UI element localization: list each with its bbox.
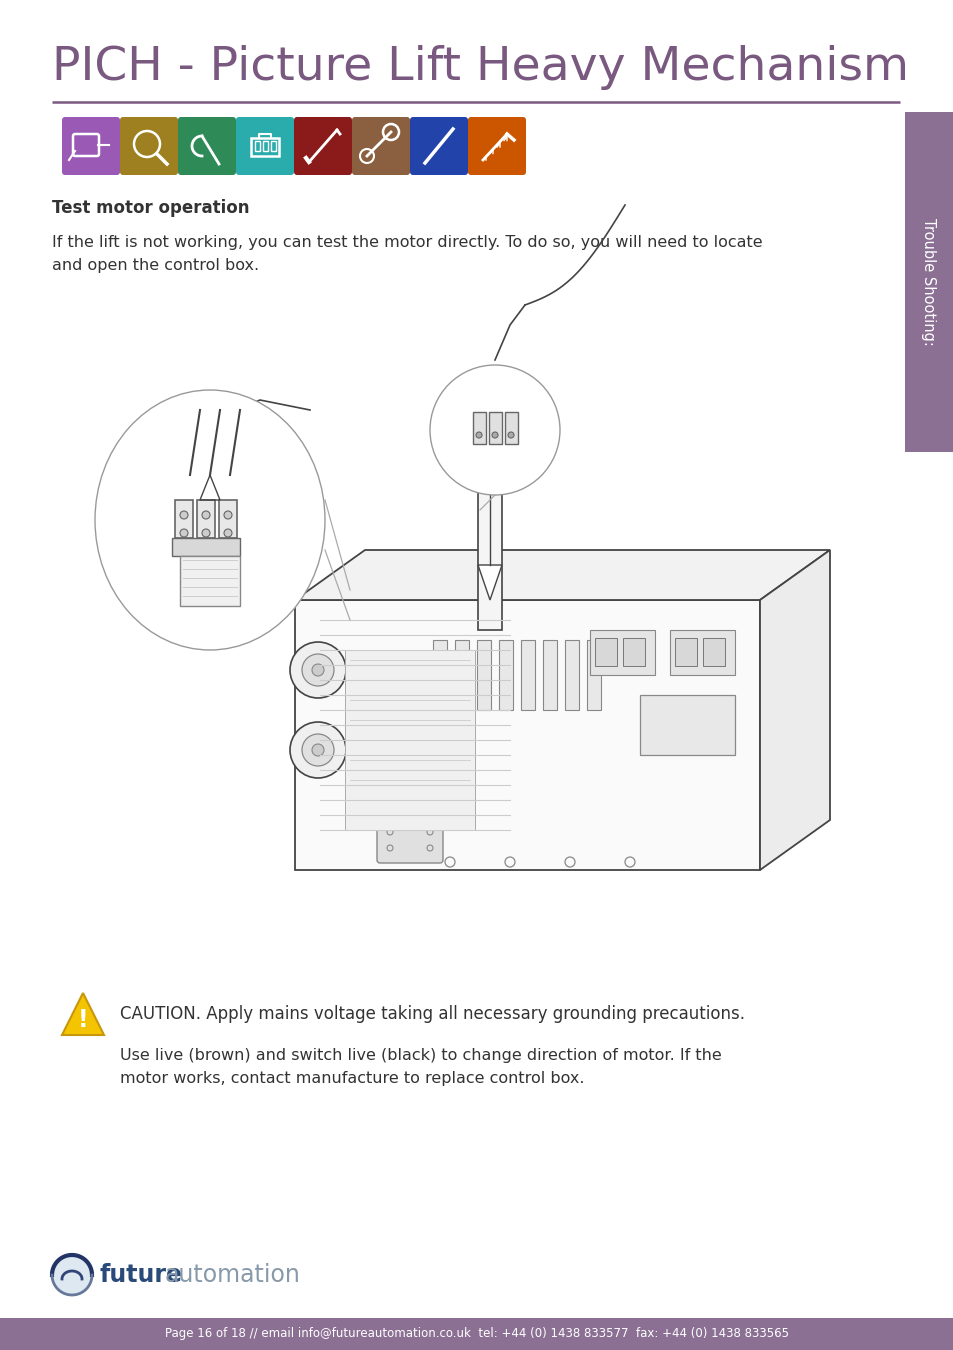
Polygon shape <box>294 549 829 599</box>
Bar <box>0 1318 953 1350</box>
Circle shape <box>312 744 324 756</box>
FancyBboxPatch shape <box>410 117 468 176</box>
Bar <box>196 500 214 539</box>
Circle shape <box>476 432 481 437</box>
Circle shape <box>290 643 346 698</box>
FancyBboxPatch shape <box>468 117 525 176</box>
Circle shape <box>302 734 334 765</box>
Text: automation: automation <box>165 1264 300 1287</box>
FancyBboxPatch shape <box>235 117 294 176</box>
Polygon shape <box>62 994 104 1035</box>
Circle shape <box>180 512 188 518</box>
Circle shape <box>202 529 210 537</box>
Bar <box>504 412 517 444</box>
Bar <box>180 556 240 606</box>
Bar <box>251 138 278 157</box>
Bar <box>433 640 447 710</box>
Bar <box>675 639 697 666</box>
Bar <box>639 695 734 755</box>
Bar <box>622 639 644 666</box>
Bar <box>219 500 236 539</box>
Text: Trouble Shooting:: Trouble Shooting: <box>921 219 936 346</box>
Text: CAUTION. Apply mains voltage taking all necessary grounding precautions.: CAUTION. Apply mains voltage taking all … <box>120 1004 744 1023</box>
Text: !: ! <box>77 1008 89 1033</box>
Bar <box>489 412 501 444</box>
FancyBboxPatch shape <box>376 817 442 863</box>
Bar <box>476 640 491 710</box>
FancyBboxPatch shape <box>62 117 120 176</box>
FancyBboxPatch shape <box>352 117 410 176</box>
Bar <box>669 630 734 675</box>
Text: future: future <box>100 1264 183 1287</box>
Bar <box>542 640 557 710</box>
Text: If the lift is not working, you can test the motor directly. To do so, you will : If the lift is not working, you can test… <box>52 235 761 273</box>
Circle shape <box>302 653 334 686</box>
Circle shape <box>507 432 514 437</box>
Circle shape <box>202 512 210 518</box>
Bar <box>345 649 475 830</box>
Circle shape <box>492 432 497 437</box>
Bar <box>564 640 578 710</box>
Bar <box>479 470 486 491</box>
Circle shape <box>180 529 188 537</box>
FancyBboxPatch shape <box>120 117 178 176</box>
Text: Test motor operation: Test motor operation <box>52 198 250 217</box>
Bar <box>904 112 953 452</box>
Bar <box>589 630 655 675</box>
Bar <box>520 640 535 710</box>
Bar <box>477 490 501 630</box>
Bar <box>263 140 268 151</box>
Bar <box>254 140 260 151</box>
Bar <box>498 640 513 710</box>
Bar <box>271 140 275 151</box>
Circle shape <box>52 1256 91 1295</box>
Text: Page 16 of 18 // email info@futureautomation.co.uk  tel: +44 (0) 1438 833577  fa: Page 16 of 18 // email info@futureautoma… <box>165 1327 788 1341</box>
Circle shape <box>224 512 232 518</box>
FancyBboxPatch shape <box>178 117 235 176</box>
Text: Use live (brown) and switch live (black) to change direction of motor. If the
mo: Use live (brown) and switch live (black)… <box>120 1048 721 1085</box>
Polygon shape <box>760 549 829 869</box>
Bar <box>702 639 724 666</box>
Circle shape <box>224 529 232 537</box>
Bar <box>473 412 485 444</box>
Polygon shape <box>294 599 760 869</box>
Circle shape <box>312 664 324 676</box>
Polygon shape <box>477 566 501 599</box>
Circle shape <box>290 722 346 778</box>
Bar <box>174 500 193 539</box>
FancyBboxPatch shape <box>294 117 352 176</box>
Ellipse shape <box>95 390 325 649</box>
Bar <box>172 539 240 556</box>
Bar <box>496 470 502 491</box>
Bar <box>595 639 617 666</box>
Bar <box>586 640 600 710</box>
Text: PICH - Picture Lift Heavy Mechanism: PICH - Picture Lift Heavy Mechanism <box>52 46 908 90</box>
Circle shape <box>430 364 559 495</box>
Bar <box>488 470 495 491</box>
Bar <box>455 640 469 710</box>
